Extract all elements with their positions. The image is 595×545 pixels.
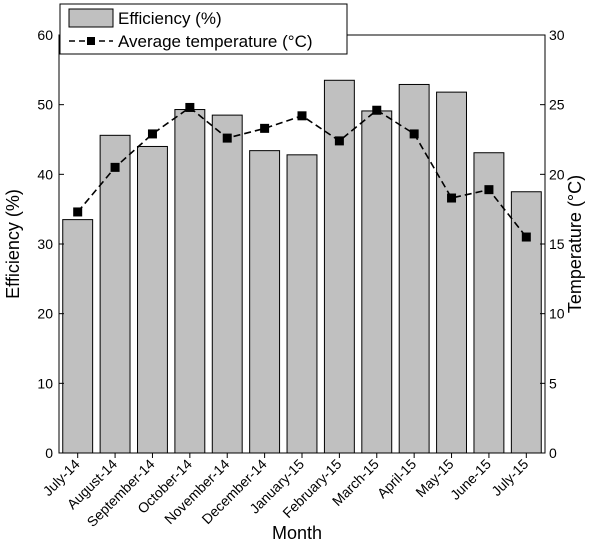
temperature-marker	[147, 129, 157, 139]
efficiency-bar	[137, 145, 168, 454]
x-tick-label: June-15	[447, 456, 494, 503]
legend-line-marker	[87, 37, 95, 45]
efficiency-bar	[286, 154, 318, 454]
left-tick-label: 50	[37, 97, 53, 113]
legend-line-label: Average temperature (°C)	[118, 32, 313, 51]
right-tick-label: 30	[549, 27, 565, 43]
left-tick-label: 10	[37, 375, 53, 391]
efficiency-bar	[361, 110, 393, 454]
right-tick-label: 20	[549, 166, 565, 182]
right-tick-label: 15	[549, 236, 565, 252]
left-tick-label: 0	[45, 445, 53, 461]
x-axis-title: Month	[272, 523, 322, 543]
x-tick-label: July-15	[488, 456, 531, 499]
efficiency-bar	[99, 134, 131, 454]
temperature-marker	[73, 207, 83, 217]
left-tick-label: 30	[37, 236, 53, 252]
efficiency-bar	[211, 114, 243, 454]
legend-bar-label: Efficiency (%)	[118, 9, 222, 28]
temperature-marker	[297, 111, 307, 121]
temperature-marker	[110, 162, 120, 172]
efficiency-bar	[249, 150, 281, 454]
efficiency-bar	[398, 83, 430, 454]
temperature-marker	[222, 133, 232, 143]
temperature-marker	[521, 232, 531, 242]
temperature-line-group	[73, 102, 531, 242]
temperature-marker	[372, 105, 382, 115]
temperature-marker	[260, 123, 270, 133]
legend: Efficiency (%) Average temperature (°C)	[59, 3, 348, 55]
left-tick-label: 40	[37, 166, 53, 182]
left-tick-label: 20	[37, 306, 53, 322]
efficiency-bar	[510, 191, 542, 454]
temperature-marker	[447, 193, 457, 203]
y2-axis-title: Temperature (°C)	[565, 175, 585, 313]
right-tick-label: 25	[549, 97, 565, 113]
temperature-marker	[409, 129, 419, 139]
temperature-marker	[334, 136, 344, 146]
x-axis: July-14August-14September-14October-14No…	[40, 453, 532, 530]
temperature-marker	[484, 185, 494, 195]
left-axis: 0 10 20 30 40 50 60	[37, 27, 64, 461]
efficiency-bar	[436, 91, 467, 454]
right-axis: 0 5 10 15 20 25 30	[540, 27, 565, 461]
left-tick-label: 60	[37, 27, 53, 43]
temperature-marker	[185, 102, 195, 112]
efficiency-bar	[323, 79, 355, 454]
right-tick-label: 5	[549, 375, 557, 391]
efficiency-bar	[62, 219, 94, 454]
efficiency-bar	[473, 152, 505, 454]
bar-group	[62, 79, 542, 454]
right-tick-label: 0	[549, 445, 557, 461]
x-tick-label: April-15	[374, 456, 420, 502]
y-axis-title: Efficiency (%)	[3, 189, 23, 299]
efficiency-bar	[174, 109, 206, 454]
right-tick-label: 10	[549, 306, 565, 322]
legend-bar-swatch	[68, 8, 114, 28]
